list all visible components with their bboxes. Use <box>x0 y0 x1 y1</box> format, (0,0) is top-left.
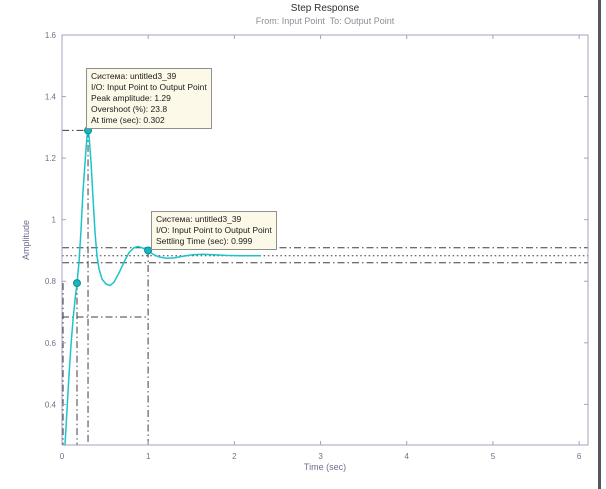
x-tick-label: 5 <box>491 452 496 461</box>
x-axis-label: Time (sec) <box>303 462 347 472</box>
rise-marker[interactable] <box>72 279 81 288</box>
y-axis-label: Amplitude <box>21 219 31 261</box>
peak-annotation-system: Система: untitled3_39 <box>91 71 177 81</box>
response-curve[interactable] <box>64 129 261 446</box>
x-tick-label: 6 <box>577 452 582 461</box>
x-tick-label: 1 <box>146 452 151 461</box>
peak-annotation-overshoot: Overshoot (%): 23.8 <box>91 104 168 114</box>
plot-box <box>61 34 589 446</box>
peak-annotation-io: I/O: Input Point to Output Point <box>91 82 207 92</box>
y-tick-label: 0.8 <box>45 277 57 286</box>
window-right-edge <box>598 0 601 489</box>
x-tick-label: 2 <box>232 452 237 461</box>
peak-annotation-box[interactable]: Система: untitled3_39 I/O: Input Point t… <box>86 68 212 129</box>
y-tick-label: 0.6 <box>45 339 57 348</box>
plot-subtitle: From: Input Point To: Output Point <box>255 16 395 26</box>
plot-title: Step Response <box>290 3 360 14</box>
peak-annotation-time: At time (sec): 0.302 <box>91 115 165 125</box>
x-tick-label: 4 <box>405 452 410 461</box>
peak-annotation-amplitude: Peak amplitude: 1.29 <box>91 93 171 103</box>
settling-annotation-system: Система: untitled3_39 <box>156 214 242 224</box>
x-tick-label: 0 <box>60 452 65 461</box>
y-tick-label: 1.2 <box>45 154 57 163</box>
settling-marker[interactable] <box>144 246 153 255</box>
settling-annotation-box[interactable]: Система: untitled3_39 I/O: Input Point t… <box>151 211 277 250</box>
x-tick-label: 3 <box>318 452 323 461</box>
y-tick-label: 0.4 <box>45 400 57 409</box>
settling-annotation-time: Settling Time (sec): 0.999 <box>156 236 253 246</box>
y-tick-label: 1.6 <box>45 31 57 40</box>
settling-annotation-io: I/O: Input Point to Output Point <box>156 225 272 235</box>
y-tick-label: 1.4 <box>45 93 57 102</box>
y-tick-label: 1 <box>52 216 57 225</box>
